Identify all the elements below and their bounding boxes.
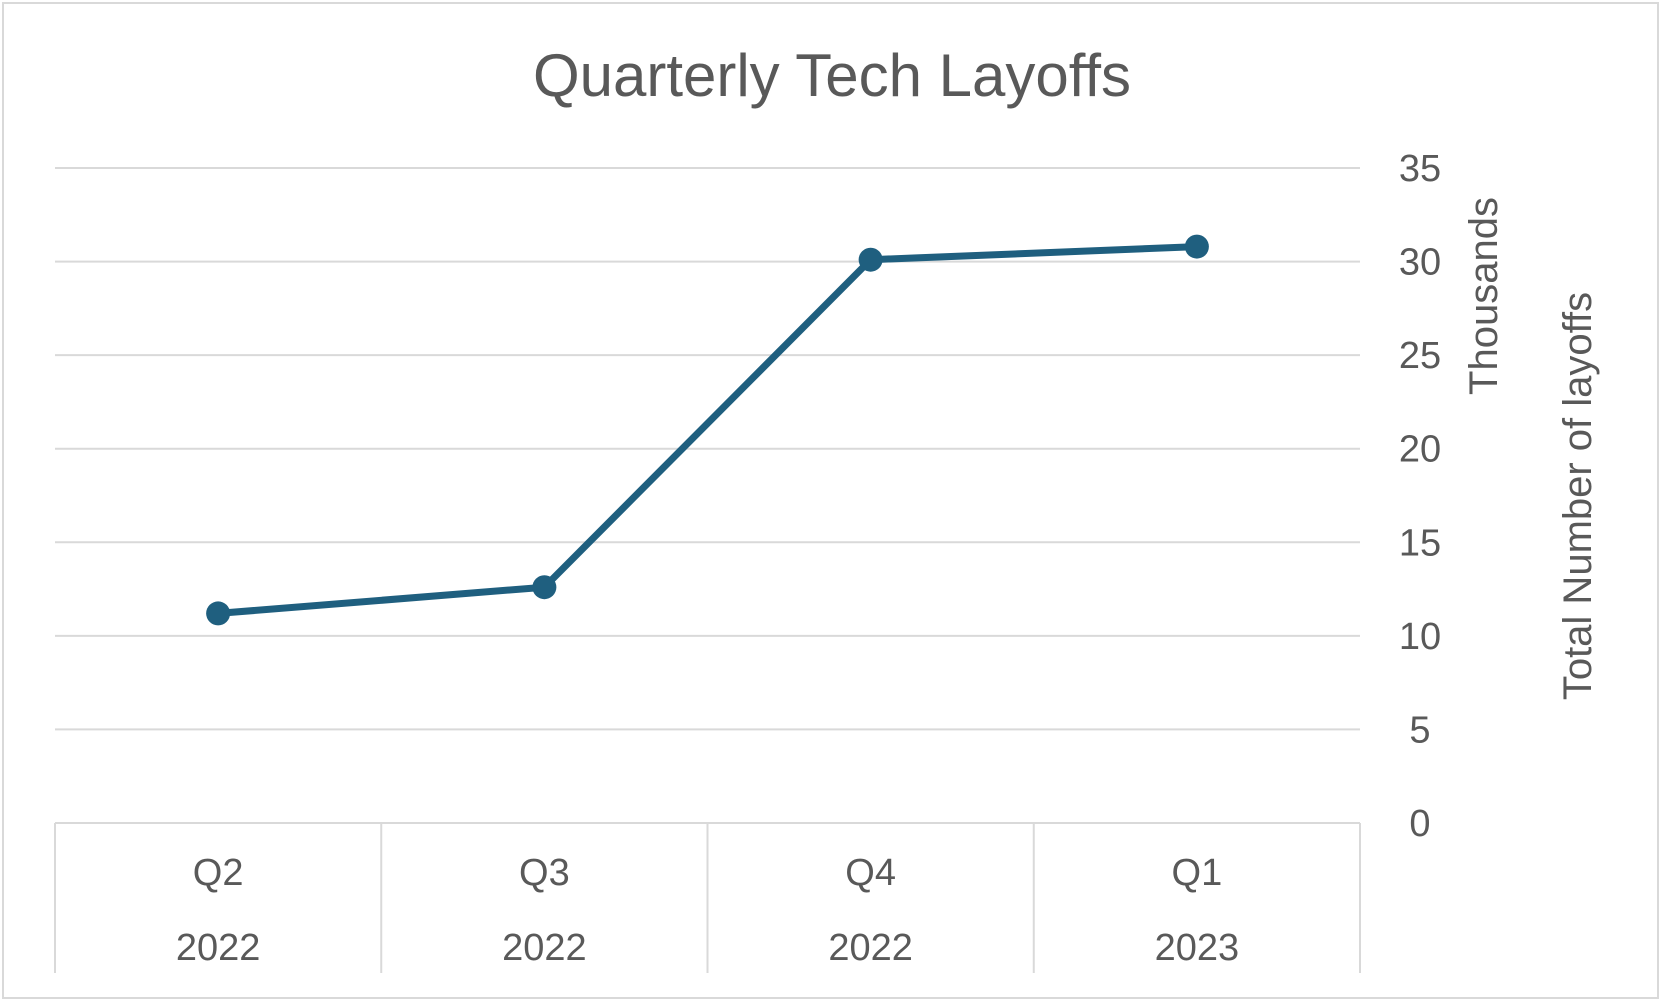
data-point	[1184, 234, 1209, 259]
y-axis-unit-label: Thousands	[1462, 197, 1506, 395]
x-tick-label-quarter: Q3	[519, 852, 570, 894]
y-tick-label: 10	[1399, 616, 1441, 658]
y-tick-label: 35	[1399, 148, 1441, 190]
category-axis: Q2 2022 Q3 2022 Q4 2022 Q1 2023	[54, 823, 1361, 973]
x-tick-label-year: 2022	[176, 927, 261, 969]
y-axis-ticks: 0 5 10 15 20 25 30 35	[1399, 148, 1441, 845]
y-tick-label: 20	[1399, 429, 1441, 471]
y-tick-label: 25	[1399, 335, 1441, 377]
series-layoffs	[206, 234, 1209, 626]
x-tick-label-quarter: Q4	[845, 852, 896, 894]
y-tick-label: 5	[1409, 709, 1430, 751]
x-tick-label-year: 2023	[1155, 927, 1240, 969]
y-tick-label: 30	[1399, 242, 1441, 284]
x-tick-label-quarter: Q2	[193, 852, 244, 894]
y-tick-label: 15	[1399, 522, 1441, 564]
y-tick-label: 0	[1409, 803, 1430, 845]
chart-title: Quarterly Tech Layoffs	[533, 42, 1131, 109]
series-line	[214, 243, 1201, 617]
data-point	[532, 575, 557, 600]
gridlines	[55, 167, 1360, 824]
data-point	[206, 601, 231, 626]
x-tick-label-year: 2022	[828, 927, 913, 969]
y-axis-title: Total Number of layoffs	[1556, 292, 1600, 700]
x-tick-label-quarter: Q1	[1172, 852, 1223, 894]
x-tick-label-year: 2022	[502, 927, 587, 969]
data-point	[858, 247, 883, 272]
